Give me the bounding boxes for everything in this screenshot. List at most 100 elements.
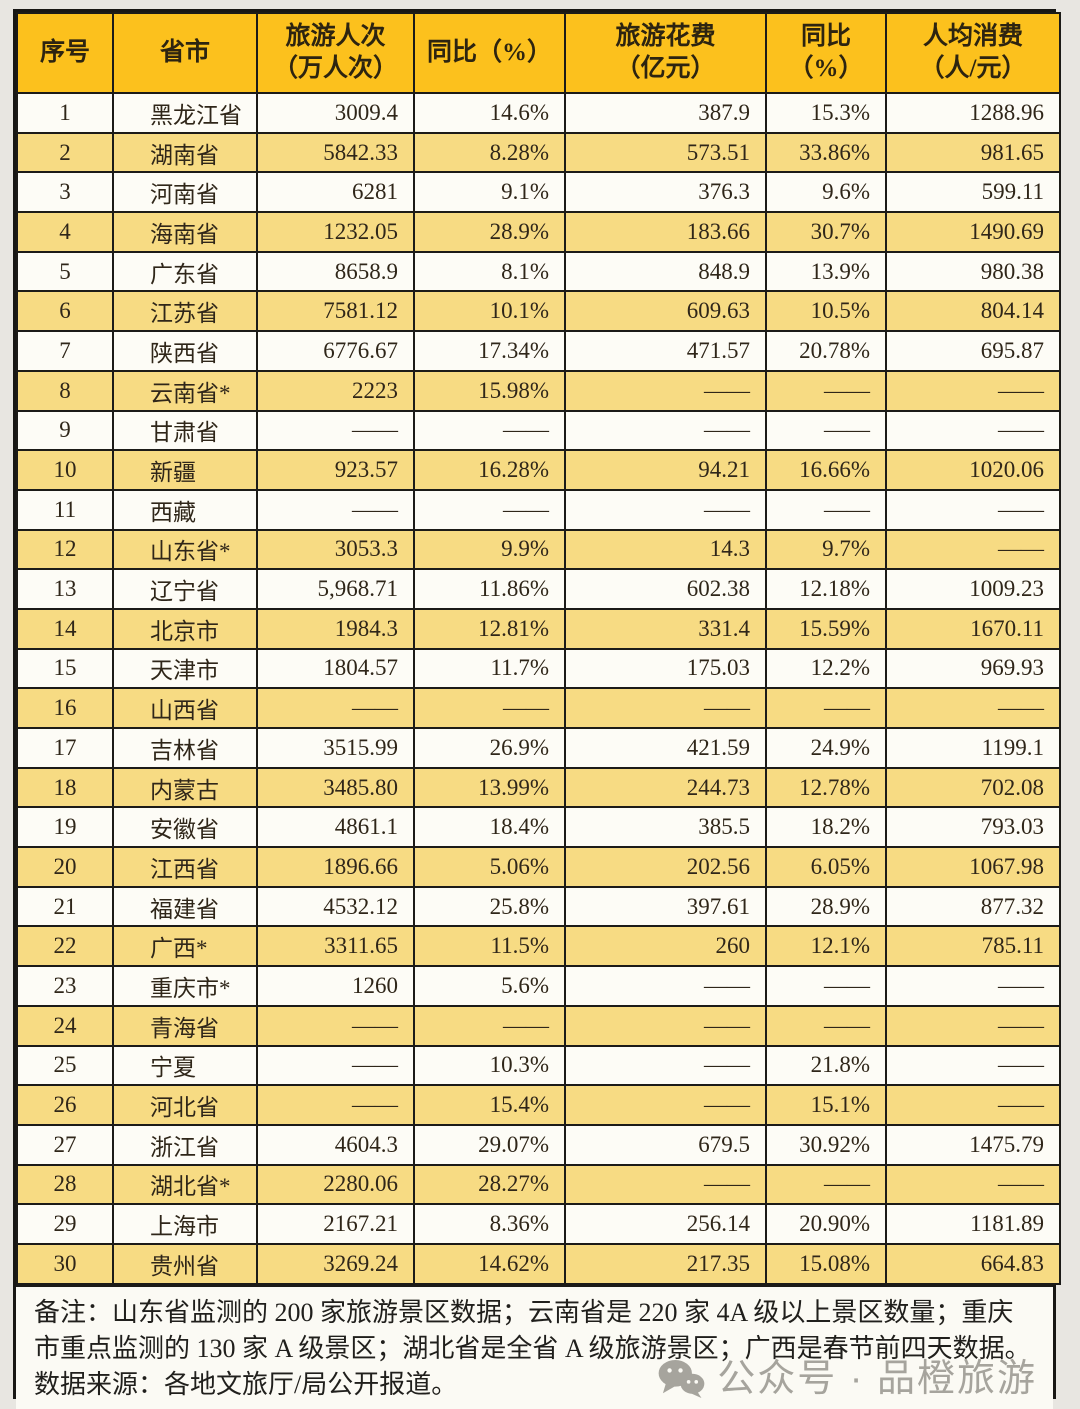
cell-province: 西藏 [112,488,258,531]
cell-province: 河北省 [112,1084,258,1126]
cell-visits: 3515.99 [256,727,415,769]
cell-spend: 14.3 [564,528,767,571]
table-row: 14 北京市 1984.3 12.81% 331.4 15.59% 1670.11 [16,607,1061,650]
cell-spend: 331.4 [564,607,767,650]
cell-province: 内蒙古 [112,766,258,809]
cell-per-capita: —— [885,1044,1061,1087]
cell-visits: 1984.3 [256,607,415,650]
cell-spend: 217.35 [564,1242,767,1285]
cell-province: 海南省 [112,211,258,253]
wechat-icon [658,1359,705,1398]
cell-per-capita: 980.38 [885,250,1061,293]
cell-province: 浙江省 [112,1123,258,1166]
cell-spend-yoy: 12.78% [765,766,887,809]
cell-spend-yoy: 10.5% [765,290,887,333]
cell-visits: 7581.12 [256,290,415,333]
cell-spend: 260 [564,925,767,968]
cell-per-capita: 1020.06 [885,449,1061,491]
cell-spend-yoy: 18.2% [765,806,887,849]
cell-spend-yoy: 33.86% [765,131,887,174]
cell-province: 福建省 [112,885,258,928]
cell-index: 24 [16,1004,114,1047]
table-row: 25 宁夏 —— 10.3% —— 21.8% —— [16,1044,1061,1087]
cell-per-capita: 1490.69 [885,211,1061,253]
cell-visits: 3311.65 [256,925,415,968]
cell-visits-yoy: 11.7% [413,647,566,690]
table-row: 24 青海省 —— —— —— —— —— [16,1004,1061,1047]
footnote: 备注：山东省监测的 200 家旅游景区数据；云南省是 220 家 4A 级以上景… [16,1284,1053,1409]
cell-per-capita: 1181.89 [885,1203,1061,1245]
cell-province: 河南省 [112,171,258,214]
cell-visits-yoy: 14.6% [413,92,566,134]
cell-visits: —— [256,1044,415,1087]
cell-spend-yoy: 12.1% [765,925,887,968]
cell-spend-yoy: 16.66% [765,449,887,491]
cell-visits-yoy: 25.8% [413,885,566,928]
cell-index: 18 [16,766,114,809]
cell-spend: —— [564,488,767,531]
cell-visits: 2280.06 [256,1163,415,1206]
cell-province: 湖南省 [112,131,258,174]
table-row: 1 黑龙江省 3009.4 14.6% 387.9 15.3% 1288.96 [16,92,1061,134]
cell-per-capita: 664.83 [885,1242,1061,1285]
cell-spend-yoy: 15.3% [765,92,887,134]
cell-spend-yoy: 24.9% [765,727,887,769]
cell-index: 2 [16,131,114,174]
cell-per-capita: 969.93 [885,647,1061,690]
cell-spend: 471.57 [564,330,767,372]
cell-index: 16 [16,687,114,729]
cell-spend: 376.3 [564,171,767,214]
cell-province: 江苏省 [112,290,258,333]
cell-spend-yoy: 15.08% [765,1242,887,1285]
cell-index: 13 [16,568,114,610]
cell-visits-yoy: 8.36% [413,1203,566,1245]
cell-province: 宁夏 [112,1044,258,1087]
cell-index: 4 [16,211,114,253]
cell-province: 吉林省 [112,727,258,769]
table-row: 13 辽宁省 5,968.71 11.86% 602.38 12.18% 1009.23 [16,568,1061,610]
cell-visits: 1260 [256,965,415,1007]
cell-visits: 6281 [256,171,415,214]
cell-index: 12 [16,528,114,571]
cell-spend: 202.56 [564,846,767,888]
cell-visits: —— [256,1084,415,1126]
cell-spend-yoy: 15.1% [765,1084,887,1126]
cell-spend-yoy: 21.8% [765,1044,887,1087]
cell-visits: —— [256,687,415,729]
cell-visits: 4861.1 [256,806,415,849]
cell-per-capita: —— [885,1004,1061,1047]
cell-province: 广东省 [112,250,258,293]
cell-spend: 609.63 [564,290,767,333]
cell-visits-yoy: —— [413,488,566,531]
cell-per-capita: —— [885,409,1061,452]
cell-per-capita: 1670.11 [885,607,1061,650]
cell-index: 26 [16,1084,114,1126]
cell-spend-yoy: 28.9% [765,885,887,928]
cell-index: 30 [16,1242,114,1285]
cell-per-capita: —— [885,528,1061,571]
cell-spend-yoy: 30.92% [765,1123,887,1166]
cell-per-capita: 1009.23 [885,568,1061,610]
cell-per-capita: 981.65 [885,131,1061,174]
table-header: 序号 省市 旅游人次 （万人次） 同比（%） 旅游花费 （亿元） 同比 （%） 人均消费 （人/元） [16,12,1061,94]
cell-visits: 6776.67 [256,330,415,372]
cell-spend: 244.73 [564,766,767,809]
cell-province: 新疆 [112,449,258,491]
cell-visits-yoy: 9.9% [413,528,566,571]
table-body: 1 黑龙江省 3009.4 14.6% 387.9 15.3% 1288.96 2 湖南省 584… [16,92,1061,1285]
column-header-index: 序号 [16,12,114,94]
cell-visits-yoy: —— [413,687,566,729]
table-row: 12 山东省* 3053.3 9.9% 14.3 9.7% —— [16,528,1061,571]
cell-visits-yoy: 9.1% [413,171,566,214]
table-row: 21 福建省 4532.12 25.8% 397.61 28.9% 877.32 [16,885,1061,928]
cell-index: 10 [16,449,114,491]
column-header-visits-yoy: 同比（%） [413,12,566,94]
cell-per-capita: —— [885,369,1061,412]
cell-spend-yoy: —— [765,1163,887,1206]
cell-spend-yoy: —— [765,409,887,452]
cell-spend: 94.21 [564,449,767,491]
cell-visits-yoy: 11.5% [413,925,566,968]
column-header-spend: 旅游花费 （亿元） [564,12,767,94]
column-header-spend-yoy: 同比 （%） [765,12,887,94]
cell-province: 山西省 [112,687,258,729]
